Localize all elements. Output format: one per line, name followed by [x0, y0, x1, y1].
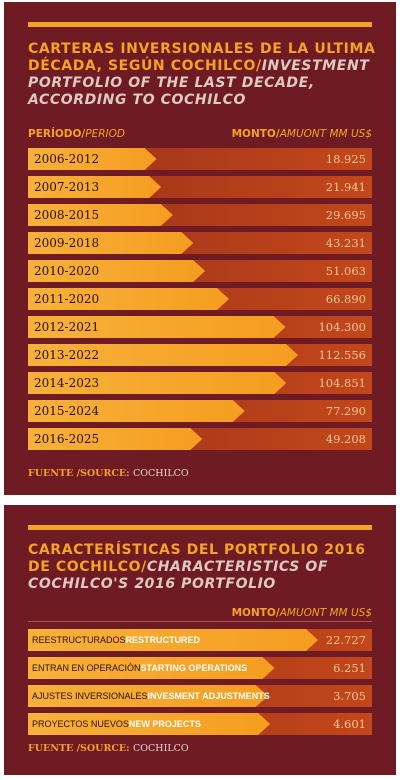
bar-arrow: [28, 428, 202, 450]
bar-row: 2008-2015 29.695: [28, 204, 372, 226]
bar-category-label: 2013-2022: [34, 348, 100, 362]
bar-arrow: [28, 176, 161, 198]
amount-header-en: AMUONT MM US$: [279, 128, 372, 140]
bar-value-label: 51.063: [325, 264, 366, 278]
bar-value-label: 104.851: [318, 376, 366, 390]
bar-category-label: AJUSTES INVERSIONALESINVESMENT ADJUSTMEN…: [32, 685, 270, 707]
chart-title: CARTERAS INVERSIONALES DE LA ULTIMA DÉCA…: [28, 40, 382, 108]
top-accent-bar: [28, 22, 372, 27]
bar-arrow: [28, 260, 205, 282]
investment-portfolio-panel: CARTERAS INVERSIONALES DE LA ULTIMA DÉCA…: [4, 2, 396, 495]
bar-category-label: 2006-2012: [34, 152, 100, 166]
bar-row: AJUSTES INVERSIONALESINVESMENT ADJUSTMEN…: [28, 685, 372, 707]
bar-value-label: 77.290: [325, 404, 366, 418]
bar-category-label: 2009-2018: [34, 236, 100, 250]
source-label: FUENTE /SOURCE:: [28, 468, 130, 479]
bar-row: 2016-2025 49.208: [28, 428, 372, 450]
bar-arrow: [28, 316, 286, 338]
bar-category-label: 2011-2020: [34, 292, 100, 306]
bar-arrow: [28, 344, 298, 366]
bar-arrow: [28, 657, 275, 679]
title-spanish: CARTERAS INVERSIONALES DE LA ULTIMA DÉCA…: [28, 41, 376, 74]
title2-english: CHARACTERISTICS OF COCHILCO'S 2016 PORTF…: [28, 559, 329, 592]
bar-category-label: 2016-2025: [34, 432, 100, 446]
bar-arrow: [28, 204, 173, 226]
bar-row: 2014-2023 104.851: [28, 372, 372, 394]
bar-value-label: 29.695: [325, 208, 366, 222]
amount-header: MONTO/AMUONT MM US$: [232, 128, 372, 140]
bar-category-label: 2015-2024: [34, 404, 100, 418]
bar-value-label: 43.231: [325, 236, 366, 250]
bar-value-label: 112.556: [318, 348, 366, 362]
category-english: STARTING OPERATIONS: [140, 663, 248, 673]
title-english: INVESTMENT PORTFOLIO OF THE LAST DECADE,…: [28, 58, 370, 108]
bar-category-label: 2012-2021: [34, 320, 100, 334]
bar-row: 2009-2018 43.231: [28, 232, 372, 254]
bar-category-label: 2008-2015: [34, 208, 100, 222]
chart-title-2: CARACTERÍSTICAS DEL PORTFOLIO 2016 DE CO…: [28, 541, 382, 592]
category-english: RESTRUCTURED: [125, 635, 201, 645]
bar-row: REESTRUCTURADOSRESTRUCTURED 22.727: [28, 629, 372, 651]
bar-arrow: [28, 713, 270, 735]
bar-row: 2013-2022 112.556: [28, 344, 372, 366]
bar-arrow: [28, 685, 268, 707]
bar-value-label: 4.601: [333, 717, 366, 731]
bar-category-label: 2007-2013: [34, 180, 100, 194]
source-name: COCHILCO: [132, 468, 189, 479]
bar-arrow: [28, 629, 318, 651]
amount-header-2: MONTO/AMUONT MM US$: [232, 607, 372, 619]
bar-value-label: 104.300: [318, 320, 366, 334]
top-accent-bar: [28, 525, 372, 530]
portfolio-characteristics-panel: CARACTERÍSTICAS DEL PORTFOLIO 2016 DE CO…: [4, 505, 396, 775]
period-header-es: PERÍODO/: [28, 128, 86, 140]
bar-value-label: 49.208: [325, 432, 366, 446]
bar-row: 2007-2013 21.941: [28, 176, 372, 198]
amount-header2-en: AMUONT MM US$: [279, 607, 372, 619]
amount-header-es: MONTO/: [231, 128, 280, 140]
bar-row: 2015-2024 77.290: [28, 400, 372, 422]
bar-category-label: PROYECTOS NUEVOSNEW PROJECTS: [32, 713, 201, 735]
bar-arrow: [28, 288, 229, 310]
bar-category-label: 2014-2023: [34, 376, 100, 390]
category-spanish: ENTRAN EN OPERACIÓN: [32, 663, 141, 673]
bar-arrow: [28, 400, 245, 422]
bar-row: 2010-2020 51.063: [28, 260, 372, 282]
bar-value-label: 66.890: [325, 292, 366, 306]
bar-value-label: 22.727: [325, 633, 366, 647]
period-header-en: PERIOD: [85, 128, 125, 140]
category-spanish: AJUSTES INVERSIONALES: [32, 691, 148, 701]
bar-category-label: ENTRAN EN OPERACIÓNSTARTING OPERATIONS: [32, 657, 247, 679]
category-spanish: PROYECTOS NUEVOS: [32, 719, 129, 729]
bar-category-label: REESTRUCTURADOSRESTRUCTURED: [32, 629, 200, 651]
source-note: FUENTE /SOURCE: COCHILCO: [28, 468, 189, 479]
bar-row: 2012-2021 104.300: [28, 316, 372, 338]
bar-value-label: 6.251: [333, 661, 366, 675]
bar-arrow: [28, 232, 193, 254]
category-english: NEW PROJECTS: [128, 719, 201, 729]
bar-category-label: 2010-2020: [34, 264, 100, 278]
amount-header2-es: MONTO/: [231, 607, 280, 619]
source-label-2: FUENTE /SOURCE:: [28, 743, 130, 754]
bar-value-label: 3.705: [333, 689, 366, 703]
bar-row: 2006-2012 18.925: [28, 148, 372, 170]
category-english: INVESMENT ADJUSTMENTS: [147, 691, 270, 701]
bar-row: 2011-2020 66.890: [28, 288, 372, 310]
bar-arrow: [28, 148, 157, 170]
bar-value-label: 21.941: [325, 180, 366, 194]
bar-value-label: 18.925: [325, 152, 366, 166]
bar-row: PROYECTOS NUEVOSNEW PROJECTS 4.601: [28, 713, 372, 735]
category-spanish: REESTRUCTURADOS: [32, 635, 126, 645]
bar-row: ENTRAN EN OPERACIÓNSTARTING OPERATIONS 6.…: [28, 657, 372, 679]
bar-arrow: [28, 372, 286, 394]
source-note-2: FUENTE /SOURCE: COCHILCO: [28, 743, 189, 754]
source-name-2: COCHILCO: [132, 743, 189, 754]
period-header: PERÍODO/PERIOD: [28, 128, 125, 140]
title2-spanish: CARACTERÍSTICAS DEL PORTFOLIO 2016 DE CO…: [28, 542, 366, 575]
header-rule: [28, 621, 372, 622]
